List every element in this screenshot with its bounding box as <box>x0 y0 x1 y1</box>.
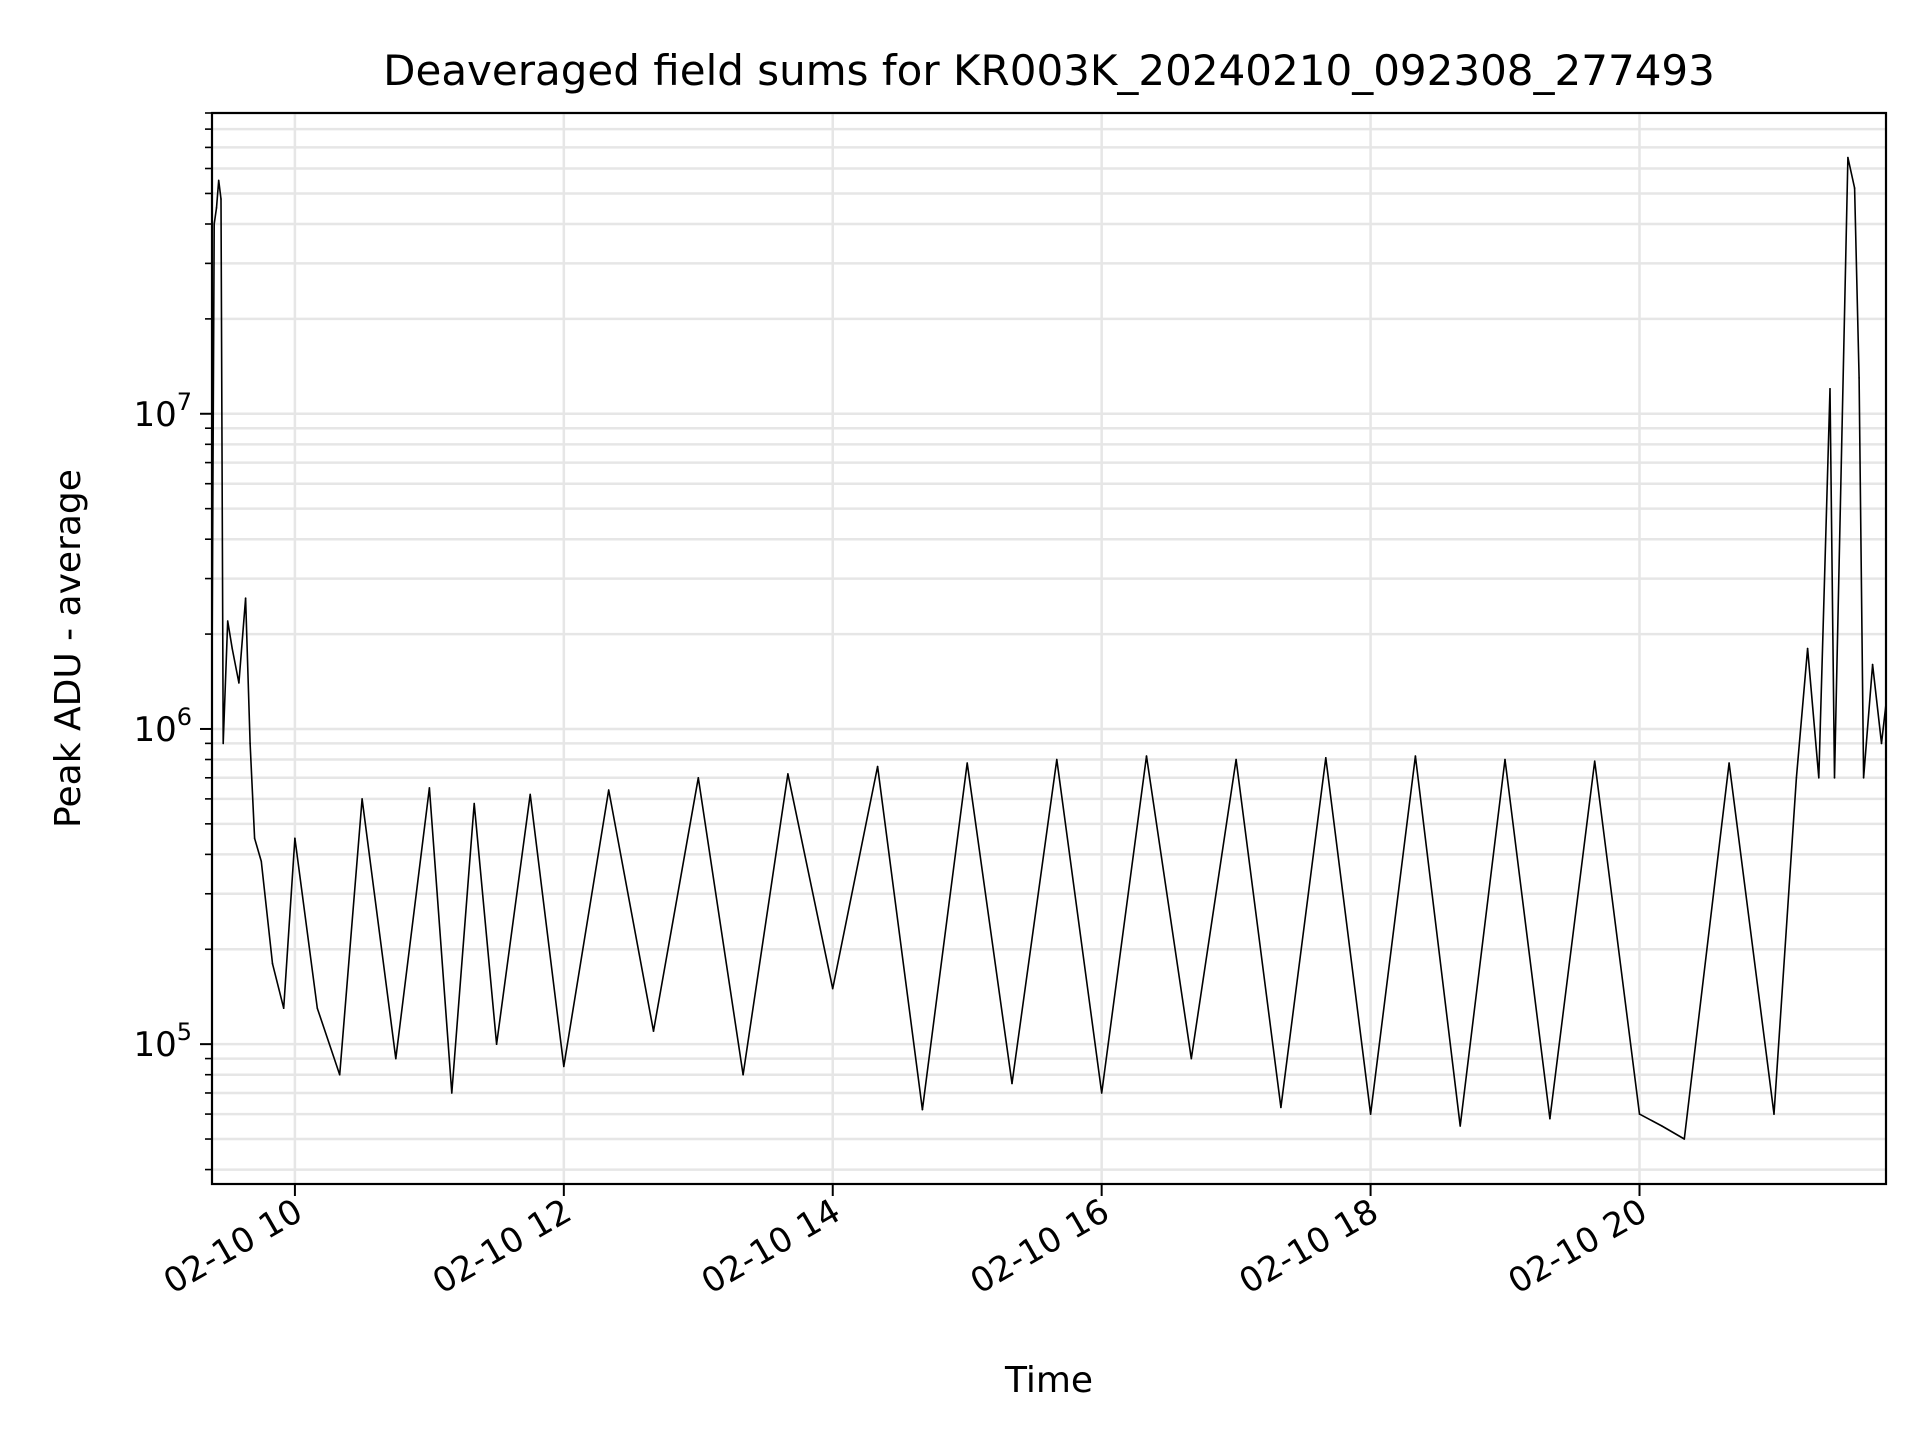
data-point <box>529 793 531 796</box>
data-point <box>1190 1057 1193 1060</box>
data-point <box>1728 762 1730 764</box>
data-point <box>1056 758 1058 761</box>
data-point <box>1806 647 1809 650</box>
data-point <box>787 773 789 775</box>
data-point <box>1683 1138 1686 1140</box>
data-point <box>428 787 431 789</box>
y-tick-label: 106 <box>133 703 192 750</box>
data-point <box>231 647 233 650</box>
data-point <box>1773 1113 1775 1115</box>
data-point <box>473 802 476 805</box>
y-axis-label: Peak ADU - average <box>48 469 89 828</box>
data-point <box>1880 742 1883 745</box>
data-point <box>222 742 224 745</box>
data-point <box>742 1073 744 1076</box>
y-tick-label: 107 <box>133 388 192 435</box>
data-point <box>1504 758 1506 761</box>
data-point <box>294 837 296 840</box>
data-point <box>1638 1113 1641 1115</box>
data-point <box>226 620 229 622</box>
data-point <box>361 798 363 800</box>
data-point <box>220 198 222 200</box>
data-point <box>249 742 251 745</box>
data-point <box>282 1007 285 1009</box>
data-point <box>697 777 700 779</box>
data-point <box>1858 377 1860 379</box>
data-point <box>1847 156 1849 159</box>
data-point <box>213 223 215 225</box>
data-point <box>921 1108 924 1111</box>
data-point <box>451 1092 453 1094</box>
data-point <box>1100 1092 1103 1094</box>
data-point <box>1795 777 1798 779</box>
series-line <box>211 156 1887 1140</box>
data-point <box>316 1007 319 1009</box>
data-point <box>271 962 274 965</box>
data-point <box>495 1043 498 1045</box>
data-point <box>652 1030 655 1032</box>
data-point <box>1871 663 1874 666</box>
data-point <box>1414 755 1417 757</box>
data-point <box>1145 755 1148 757</box>
data-point <box>217 179 220 182</box>
plot-area <box>211 156 1887 1140</box>
data-point <box>215 207 218 209</box>
data-point <box>1325 757 1327 759</box>
data-point <box>1549 1117 1551 1120</box>
chart-title: Deaveraged field sums for KR003K_2024021… <box>383 46 1715 95</box>
y-tick-label: 105 <box>133 1018 192 1065</box>
data-point <box>966 762 968 764</box>
data-point <box>876 765 879 768</box>
data-point <box>563 1065 565 1068</box>
x-axis-label: Time <box>1004 1360 1093 1401</box>
data-point <box>607 789 610 791</box>
data-point <box>1593 760 1596 762</box>
data-point <box>1011 1082 1013 1085</box>
data-point <box>338 1073 341 1076</box>
data-point <box>1235 758 1237 761</box>
axes-frame <box>210 111 1888 1186</box>
data-point <box>1661 1125 1663 1127</box>
data-point <box>1829 388 1831 390</box>
data-point <box>395 1057 397 1060</box>
data-point <box>1862 777 1865 779</box>
data-point <box>238 682 240 684</box>
data-point <box>1818 777 1820 779</box>
data-point <box>244 597 247 599</box>
data-point <box>1853 187 1856 189</box>
data-point <box>1280 1106 1282 1109</box>
y-axis: 105 106 107 <box>133 112 212 1171</box>
data-point <box>260 860 263 863</box>
data-point <box>1833 777 1836 779</box>
data-point <box>831 987 834 990</box>
grid <box>212 111 1886 1184</box>
data-point <box>253 837 256 840</box>
data-point <box>1369 1113 1372 1115</box>
data-point <box>1459 1125 1461 1127</box>
